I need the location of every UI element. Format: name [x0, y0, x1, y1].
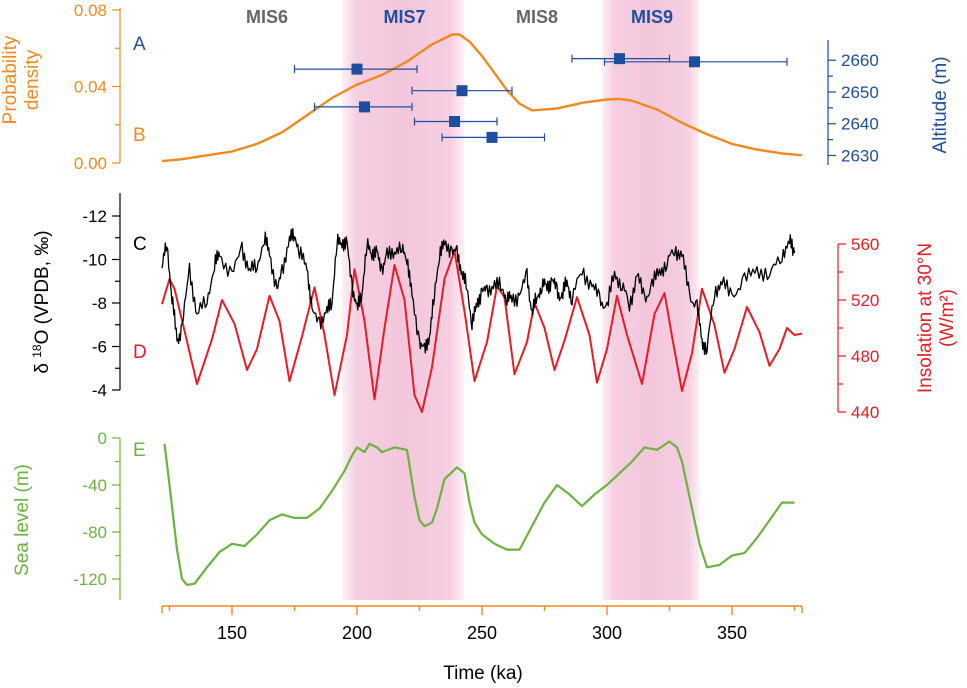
x-axis-tick-label: 350 — [717, 623, 747, 643]
prob-axis-tick-label: 0.00 — [74, 154, 107, 173]
ins-axis-tick-label: 440 — [851, 403, 879, 422]
altitude-point — [614, 53, 625, 65]
d18o-title-delta: δ — [32, 358, 53, 374]
mis-label-mis6: MIS6 — [246, 7, 288, 27]
altitude-point — [456, 85, 468, 97]
mis-labels: MIS6 MIS7 MIS8 MIS9 — [246, 7, 673, 27]
altitude-point — [689, 56, 700, 68]
panel-letter-e: E — [133, 440, 146, 461]
mis-label-mis9: MIS9 — [631, 7, 673, 27]
d18o-title-rest: O (VPDB, ‰) — [32, 230, 53, 344]
panel-letter-d: D — [133, 342, 147, 363]
mis-label-mis7: MIS7 — [383, 7, 425, 27]
sea-axis-tick-label: -80 — [82, 523, 107, 542]
band-mis7 — [342, 0, 465, 600]
x-axis-tick-label: 200 — [342, 623, 372, 643]
insolation-axis-title: Insolation at 30°N(W/m²) — [915, 243, 958, 393]
prob-title-line1: Probability — [0, 35, 21, 124]
altitude-point — [359, 101, 370, 113]
sea-level-line — [163, 440, 795, 586]
ins-axis-tick-label: 480 — [851, 347, 879, 366]
d18o-axis-tick-label: -8 — [92, 294, 107, 313]
panel-letter-b: B — [133, 125, 146, 146]
alt-axis-tick-label: 2630 — [841, 146, 879, 165]
prob-axis-tick-label: 0.04 — [74, 78, 107, 97]
prob-axis-tick-label: 0.08 — [74, 1, 107, 20]
altitude-point — [449, 116, 460, 128]
d18o-axis-tick-label: -6 — [92, 338, 107, 357]
alt-axis-tick-label: 2640 — [841, 115, 879, 134]
panel-letter-c: C — [133, 234, 147, 255]
alt-axis-tick-label: 2660 — [841, 51, 879, 70]
d18o-axis-title: δ 18O (VPDB, ‰) — [30, 230, 53, 373]
sea-axis-tick-label: 0 — [98, 429, 107, 448]
axes: 0.00 0.04 0.08 2630 2640 2650 2660 -12 -10 -8 -6 -4… — [73, 1, 879, 643]
mis-label-mis8: MIS8 — [516, 7, 558, 27]
sea-axis-tick-label: -40 — [82, 476, 107, 495]
d18o-axis-tick-label: -4 — [92, 381, 107, 400]
x-axis-tick-label: 300 — [592, 623, 622, 643]
sea-axis-title: Sea level (m) — [12, 464, 33, 576]
x-axis-tick-label: 250 — [467, 623, 497, 643]
d18o-axis-tick-label: -12 — [82, 207, 107, 226]
altitude-point — [351, 63, 363, 75]
d18o-axis-tick-label: -10 — [82, 251, 107, 270]
series — [161, 33, 803, 586]
d18o-title-sup: 18 — [30, 344, 44, 358]
insolation-line — [161, 250, 803, 413]
sea-axis-tick-label: -120 — [73, 570, 107, 589]
ins-axis-tick-label: 560 — [851, 235, 879, 254]
prob-axis-title-line1: Probabilitydensity — [0, 35, 43, 124]
probability-density-line — [161, 33, 803, 163]
altitude-point — [486, 131, 498, 143]
x-axis-tick-label: 150 — [217, 623, 247, 643]
ins-title-line1: Insolation at 30°N — [915, 243, 936, 393]
x-axis-title: Time (ka) — [443, 663, 523, 684]
alt-axis-tick-label: 2650 — [841, 83, 879, 102]
ins-axis-tick-label: 520 — [851, 291, 879, 310]
alt-axis-title: Altitude (m) — [930, 56, 951, 153]
prob-title-line2: density — [22, 49, 43, 110]
d18o-line — [161, 227, 796, 356]
panel-letter-a: A — [133, 34, 146, 55]
ins-title-line2: (W/m²) — [937, 289, 958, 347]
